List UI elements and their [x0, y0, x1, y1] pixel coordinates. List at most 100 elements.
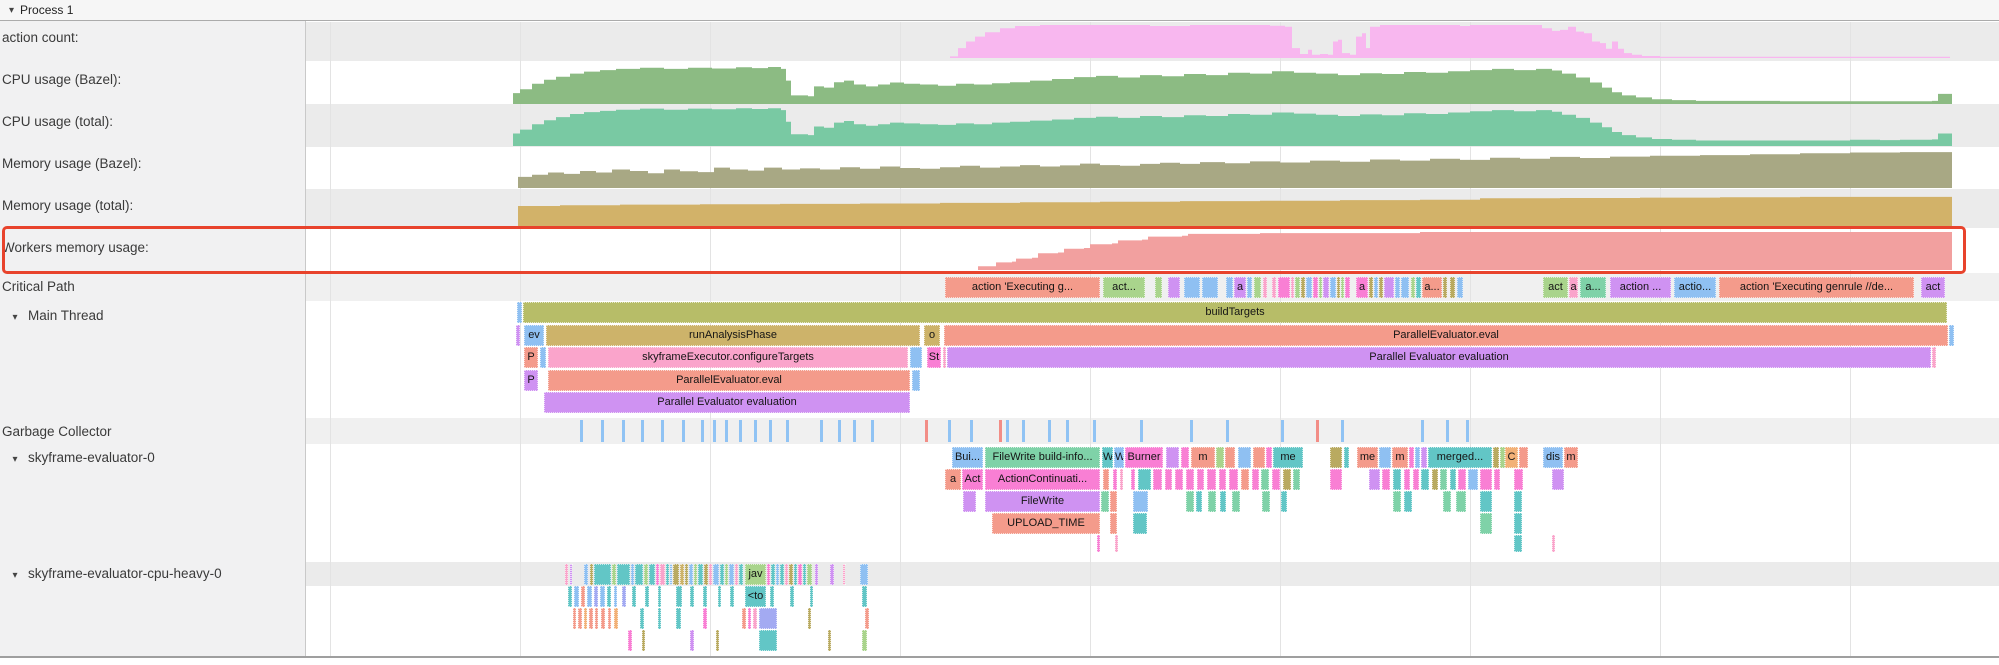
skyframe-evaluator-cpu-heavy-event-slice[interactable] — [725, 564, 728, 585]
skyframe-evaluator-cpu-heavy-event-slice[interactable] — [828, 630, 831, 651]
critical-path-event-action-executing-genrule-de-[interactable]: action 'Executing genrule //de... — [1719, 277, 1914, 298]
skyframe-evaluator-cpu-heavy-event-slice[interactable] — [690, 586, 694, 607]
skyframe-evaluator-0-event-slice[interactable] — [1552, 469, 1564, 490]
skyframe-evaluator-cpu-heavy-event-slice[interactable] — [767, 564, 770, 585]
skyframe-evaluator-0-event-slice[interactable] — [1216, 447, 1224, 468]
skyframe-evaluator-0-event-slice[interactable] — [1468, 469, 1478, 490]
skyframe-evaluator-0-event-slice[interactable] — [1514, 491, 1522, 512]
skyframe-evaluator-cpu-heavy-event-slice[interactable] — [622, 586, 626, 607]
skyframe-evaluator-cpu-heavy-event-slice[interactable] — [584, 608, 587, 629]
skyframe-evaluator-0-event-me[interactable]: me — [1357, 447, 1378, 468]
skyframe-evaluator-0-event-slice[interactable] — [1421, 447, 1427, 468]
skyframe-evaluator-0-event-slice[interactable] — [1480, 491, 1492, 512]
critical-path-event-actio-[interactable]: actio... — [1674, 277, 1716, 298]
skyframe-evaluator-0-event-slice[interactable] — [1413, 469, 1419, 490]
counter-chart-mem-bazel[interactable] — [0, 150, 1999, 188]
gc-tick[interactable] — [1466, 420, 1469, 442]
skyframe-evaluator-cpu-heavy-event-slice[interactable] — [573, 608, 576, 629]
gc-tick-red[interactable] — [925, 420, 928, 442]
skyframe-evaluator-cpu-heavy-event-slice[interactable] — [574, 586, 579, 607]
skyframe-evaluator-cpu-heavy-event-slice[interactable] — [587, 586, 592, 607]
skyframe-evaluator-cpu-heavy-event-slice[interactable] — [608, 608, 611, 629]
skyframe-evaluator-0-event-slice[interactable] — [1330, 469, 1342, 490]
skyframe-evaluator-0-event-slice[interactable] — [1166, 447, 1179, 468]
counter-chart-workers-memory[interactable] — [0, 231, 1999, 270]
critical-path-event-slice[interactable] — [1247, 277, 1252, 298]
skyframe-evaluator-cpu-heavy-event-slice[interactable] — [595, 608, 598, 629]
critical-path-event-slice[interactable] — [1330, 277, 1336, 298]
gc-tick[interactable] — [1006, 420, 1009, 442]
gc-tick[interactable] — [739, 420, 742, 442]
gc-tick[interactable] — [1022, 420, 1025, 442]
skyframe-evaluator-cpu-heavy-event-slice[interactable] — [694, 564, 697, 585]
skyframe-evaluator-cpu-heavy-event-slice[interactable] — [590, 564, 593, 585]
critical-path-event-slice[interactable] — [1313, 277, 1318, 298]
critical-path-event-slice[interactable] — [1168, 277, 1180, 298]
skyframe-evaluator-0-event-bui-[interactable]: Bui... — [952, 447, 983, 468]
skyframe-evaluator-0-event-slice[interactable] — [1225, 447, 1235, 468]
critical-path-event-slice[interactable] — [1155, 277, 1162, 298]
skyframe-evaluator-0-event-slice[interactable] — [1552, 535, 1555, 552]
skyframe-evaluator-0-event-slice[interactable] — [1186, 469, 1194, 490]
skyframe-evaluator-cpu-heavy-event-slice[interactable] — [612, 564, 616, 585]
critical-path-event-slice[interactable] — [1295, 277, 1300, 298]
counter-chart-cpu-bazel[interactable] — [0, 64, 1999, 104]
skyframe-evaluator-0-event-slice[interactable] — [1480, 513, 1492, 534]
gc-tick[interactable] — [838, 420, 841, 442]
skyframe-evaluator-0-event-slice[interactable] — [1281, 491, 1287, 512]
skyframe-evaluator-0-event-slice[interactable] — [1186, 491, 1194, 512]
skyframe-evaluator-0-event-slice[interactable] — [1266, 447, 1272, 468]
counter-chart-cpu-total[interactable] — [0, 106, 1999, 146]
skyframe-evaluator-cpu-heavy-event-slice[interactable] — [635, 564, 643, 585]
skyframe-evaluator-0-event-merged-[interactable]: merged... — [1428, 447, 1492, 468]
skyframe-evaluator-cpu-heavy-event-slice[interactable] — [656, 564, 659, 585]
skyframe-evaluator-0-event-slice[interactable] — [1181, 447, 1189, 468]
skyframe-evaluator-0-event-slice[interactable] — [1120, 469, 1123, 490]
skyframe-evaluator-0-event-w[interactable]: W — [1102, 447, 1113, 468]
skyframe-evaluator-cpu-heavy-event-slice[interactable] — [753, 608, 757, 629]
skyframe-evaluator-cpu-heavy-event-slice[interactable] — [807, 564, 812, 585]
gc-tick[interactable] — [1226, 420, 1229, 442]
main-thread-event-slice[interactable] — [910, 347, 922, 368]
main-thread-event-slice[interactable] — [540, 347, 546, 368]
skyframe-evaluator-0-event-slice[interactable] — [1103, 469, 1109, 490]
process-collapse-icon[interactable]: ▾ — [9, 4, 15, 16]
skyframe-evaluator-cpu-heavy-event-slice[interactable] — [660, 564, 665, 585]
skyframe-evaluator-cpu-heavy-event-slice[interactable] — [798, 564, 802, 585]
main-thread-event-parallelevaluator-eval[interactable]: ParallelEvaluator.eval — [548, 370, 910, 391]
skyframe-evaluator-cpu-heavy-event-slice[interactable] — [865, 608, 869, 629]
critical-path-event-action-[interactable]: action ... — [1610, 277, 1671, 298]
gc-tick[interactable] — [1066, 420, 1069, 442]
skyframe-evaluator-0-event-slice[interactable] — [1493, 447, 1499, 468]
critical-path-event-slice[interactable] — [1443, 277, 1447, 298]
skyframe-evaluator-0-event-slice[interactable] — [1262, 491, 1270, 512]
skyframe-evaluator-0-event-slice[interactable] — [1261, 469, 1269, 490]
skyframe-evaluator-cpu-heavy-event-slice[interactable] — [673, 564, 679, 585]
gc-tick[interactable] — [713, 420, 716, 442]
skyframe-evaluator-cpu-heavy-event-slice[interactable] — [808, 608, 811, 629]
skyframe-evaluator-cpu-heavy-event-slice[interactable] — [862, 630, 867, 651]
skyframe-evaluator-cpu-heavy-event-slice[interactable] — [794, 564, 797, 585]
skyframe-evaluator-0-event-slice[interactable] — [1175, 469, 1183, 490]
critical-path-event-slice[interactable] — [1384, 277, 1394, 298]
critical-path-event-a[interactable]: a — [1569, 277, 1578, 298]
gc-tick[interactable] — [754, 420, 757, 442]
critical-path-event-slice[interactable] — [1291, 277, 1294, 298]
gc-tick[interactable] — [820, 420, 823, 442]
gc-tick[interactable] — [1341, 420, 1344, 442]
critical-path-event-act-[interactable]: act... — [1103, 277, 1145, 298]
skyframe-evaluator-0-event-slice[interactable] — [1500, 447, 1505, 468]
skyframe-evaluator-cpu-heavy-event-slice[interactable] — [785, 564, 788, 585]
skyframe-evaluator-cpu-heavy-event-slice[interactable] — [607, 586, 611, 607]
skyframe-evaluator-0-event-slice[interactable] — [1393, 491, 1401, 512]
skyframe-evaluator-cpu-heavy-event-slice[interactable] — [776, 564, 779, 585]
skyframe-evaluator-0-event-c[interactable]: C — [1505, 447, 1518, 468]
skyframe-evaluator-0-event-upload-time[interactable]: UPLOAD_TIME — [992, 513, 1100, 534]
skyframe-evaluator-cpu-heavy-event-slice[interactable] — [843, 564, 845, 585]
critical-path-event-slice[interactable] — [1306, 277, 1312, 298]
skyframe-evaluator-0-event-slice[interactable] — [1514, 469, 1523, 490]
skyframe-evaluator-cpu-heavy-event-slice[interactable] — [565, 564, 568, 585]
gc-tick[interactable] — [970, 420, 973, 442]
skyframe-evaluator-0-event-slice[interactable] — [1165, 469, 1172, 490]
skyframe-evaluator-0-event-slice[interactable] — [1440, 469, 1447, 490]
